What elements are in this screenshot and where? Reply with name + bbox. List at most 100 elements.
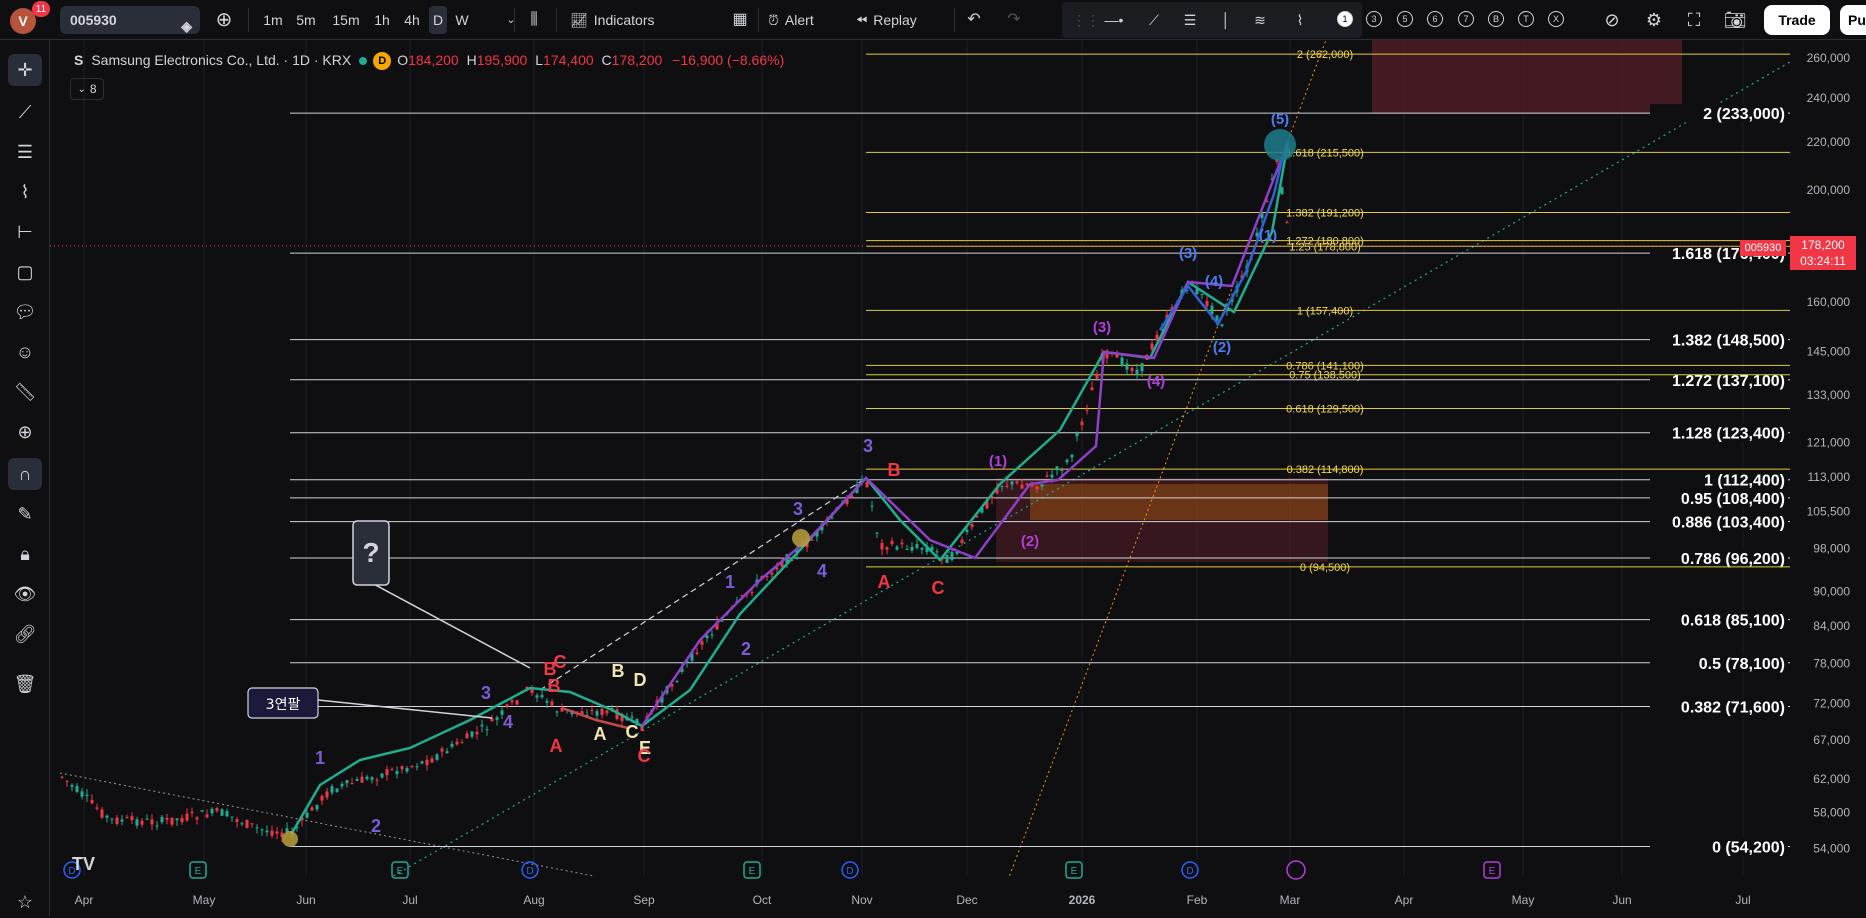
candle-body <box>285 828 289 832</box>
timeframe-4h[interactable]: 4h <box>404 12 420 28</box>
candle-body <box>305 812 309 818</box>
settings-icon[interactable]: ⚙︎ <box>1645 10 1663 30</box>
candle-body <box>1270 178 1274 180</box>
candle-body <box>1070 454 1074 458</box>
timeframe-15m[interactable]: 15m <box>332 12 360 28</box>
earnings-marker-4[interactable] <box>743 861 761 879</box>
fib-retracement-icon[interactable]: ☰ <box>1183 12 1197 28</box>
earnings-marker-1[interactable] <box>189 861 207 879</box>
star-icon[interactable]: ☆ <box>16 891 34 912</box>
candle-body <box>120 819 124 822</box>
timeframe-w[interactable]: W <box>455 12 469 28</box>
tool-number-3[interactable]: 3 <box>1366 11 1382 27</box>
fib-white-label-9: 0.618 (85,100) <box>1681 613 1785 630</box>
candle-body <box>680 668 684 672</box>
candle-body <box>1085 409 1089 411</box>
chevron-down-icon[interactable]: ⌄ <box>506 14 516 26</box>
symbol-search[interactable]: 005930 ◈ <box>60 6 200 34</box>
camera-icon[interactable]: 📷︎ <box>1723 10 1747 30</box>
timeframe-d[interactable]: D <box>429 6 447 34</box>
trendline-icon[interactable]: ⟋ <box>1149 12 1159 28</box>
zoom-in-icon[interactable]: ⊕ <box>17 421 33 442</box>
lightning-marker[interactable] <box>1286 860 1306 880</box>
eye-icon[interactable]: 👁︎ <box>13 583 37 604</box>
candle-body <box>1020 484 1024 489</box>
earnings-marker-2[interactable] <box>391 861 409 879</box>
emoji-icon[interactable]: ☺ <box>15 341 35 362</box>
divider <box>556 8 557 32</box>
indicator-toggle[interactable]: ⌄ 8 <box>70 78 104 100</box>
tool-number-6[interactable]: 6 <box>1427 11 1443 27</box>
layout-grid-icon[interactable]: ▦ <box>732 11 748 28</box>
dividend-marker-0[interactable] <box>63 861 81 879</box>
undo-icon[interactable]: ↶ <box>967 11 981 28</box>
avatar-letter: V <box>18 13 28 29</box>
tool-number-1[interactable]: 1 <box>1337 11 1353 27</box>
tool-letter-b[interactable]: B <box>1488 11 1504 27</box>
candles-icon[interactable]: ⫼ <box>530 11 538 28</box>
ruler-icon[interactable]: 📏︎ <box>13 381 37 402</box>
candle-body <box>895 546 899 550</box>
projection-icon[interactable]: ⊢ <box>17 221 33 242</box>
indicators-button[interactable]: 📈︎ Indicators <box>570 6 720 34</box>
price-tick-0: 260,000 <box>1807 51 1851 65</box>
lock-drawing-icon[interactable]: ✎ <box>17 503 33 524</box>
trend-line-icon[interactable]: ⟋ <box>18 101 32 122</box>
timeframe-5m[interactable]: 5m <box>296 12 316 28</box>
add-symbol-icon[interactable]: ⊕ <box>215 9 233 31</box>
lock-icon[interactable]: 🔒︎ <box>20 543 30 564</box>
alert-button[interactable]: ⏰︎ Alert <box>768 6 848 34</box>
earnings-marker-8[interactable] <box>1483 861 1501 879</box>
shape-icon[interactable]: ▢ <box>16 261 34 282</box>
pattern-icon[interactable]: ⌇ <box>20 181 30 202</box>
rewind-icon: ⏪︎ <box>856 12 868 28</box>
candle-body <box>385 769 389 776</box>
candle-body <box>710 634 714 636</box>
tool-number-7[interactable]: 7 <box>1458 11 1474 27</box>
timeframe-1m[interactable]: 1m <box>263 12 283 28</box>
trash-icon[interactable]: 🗑︎ <box>13 673 37 694</box>
price-chart[interactable]: 2 (233,000)1.618 (176,400)1.382 (148,500… <box>50 40 1866 916</box>
vertical-line-icon[interactable]: │ <box>1221 12 1231 28</box>
tool-letter-t[interactable]: T <box>1518 11 1534 27</box>
event-marker-label-3: D <box>526 866 533 877</box>
time-tick-7: Nov <box>851 893 872 907</box>
dividend-marker-3[interactable] <box>521 861 539 879</box>
link-icon[interactable]: 🔗︎ <box>13 623 37 644</box>
horizontal-ray-icon[interactable]: —•— <box>1104 12 1124 56</box>
event-marker-label-5: D <box>846 866 853 877</box>
tool-letter-x[interactable]: X <box>1548 11 1564 27</box>
fib-yellow-label-8: 0.618 (129,500) <box>1286 403 1364 415</box>
publish-button[interactable]: Pu <box>1840 5 1866 35</box>
elliott-wave-icon[interactable]: ⌇ <box>1296 12 1304 28</box>
fullscreen-icon[interactable]: ⛶ <box>1687 10 1701 30</box>
tool-number-5[interactable]: 5 <box>1397 11 1413 27</box>
earnings-marker-6[interactable] <box>1065 861 1083 879</box>
timeframe-1h[interactable]: 1h <box>374 12 390 28</box>
magnet-icon[interactable]: ∩ <box>8 458 42 490</box>
trade-button[interactable]: Trade <box>1764 5 1830 35</box>
fib-channel-icon[interactable]: ≋ <box>1254 12 1266 28</box>
candle-body <box>270 830 274 836</box>
candle-body <box>990 495 994 499</box>
zoom-icon[interactable]: ⊘ <box>1604 10 1620 30</box>
candle-body <box>975 516 979 518</box>
candle-body <box>320 795 324 801</box>
dividend-marker-7[interactable] <box>1181 861 1199 879</box>
candle-body <box>985 501 989 509</box>
user-avatar[interactable]: V <box>10 8 36 34</box>
candle-body <box>235 819 239 823</box>
legend-title[interactable]: Samsung Electronics Co., Ltd. · 1D · KRX <box>91 52 352 68</box>
candle-body <box>910 546 914 551</box>
dividend-marker-5[interactable] <box>841 861 859 879</box>
candle-body <box>1255 232 1259 237</box>
redo-icon[interactable]: ↷ <box>1007 11 1021 28</box>
gem-icon[interactable]: ◈ <box>181 18 192 34</box>
candle-body <box>770 572 774 575</box>
fib-tools-icon[interactable]: ☰ <box>16 141 34 162</box>
crosshair-icon[interactable]: ✛ <box>8 54 42 86</box>
text-note-icon[interactable]: 💬︎ <box>13 301 37 322</box>
drag-handle-icon[interactable]: ⋮⋮ <box>1072 12 1100 28</box>
candle-body <box>580 711 584 715</box>
replay-button[interactable]: ⏪︎ Replay <box>856 6 946 34</box>
